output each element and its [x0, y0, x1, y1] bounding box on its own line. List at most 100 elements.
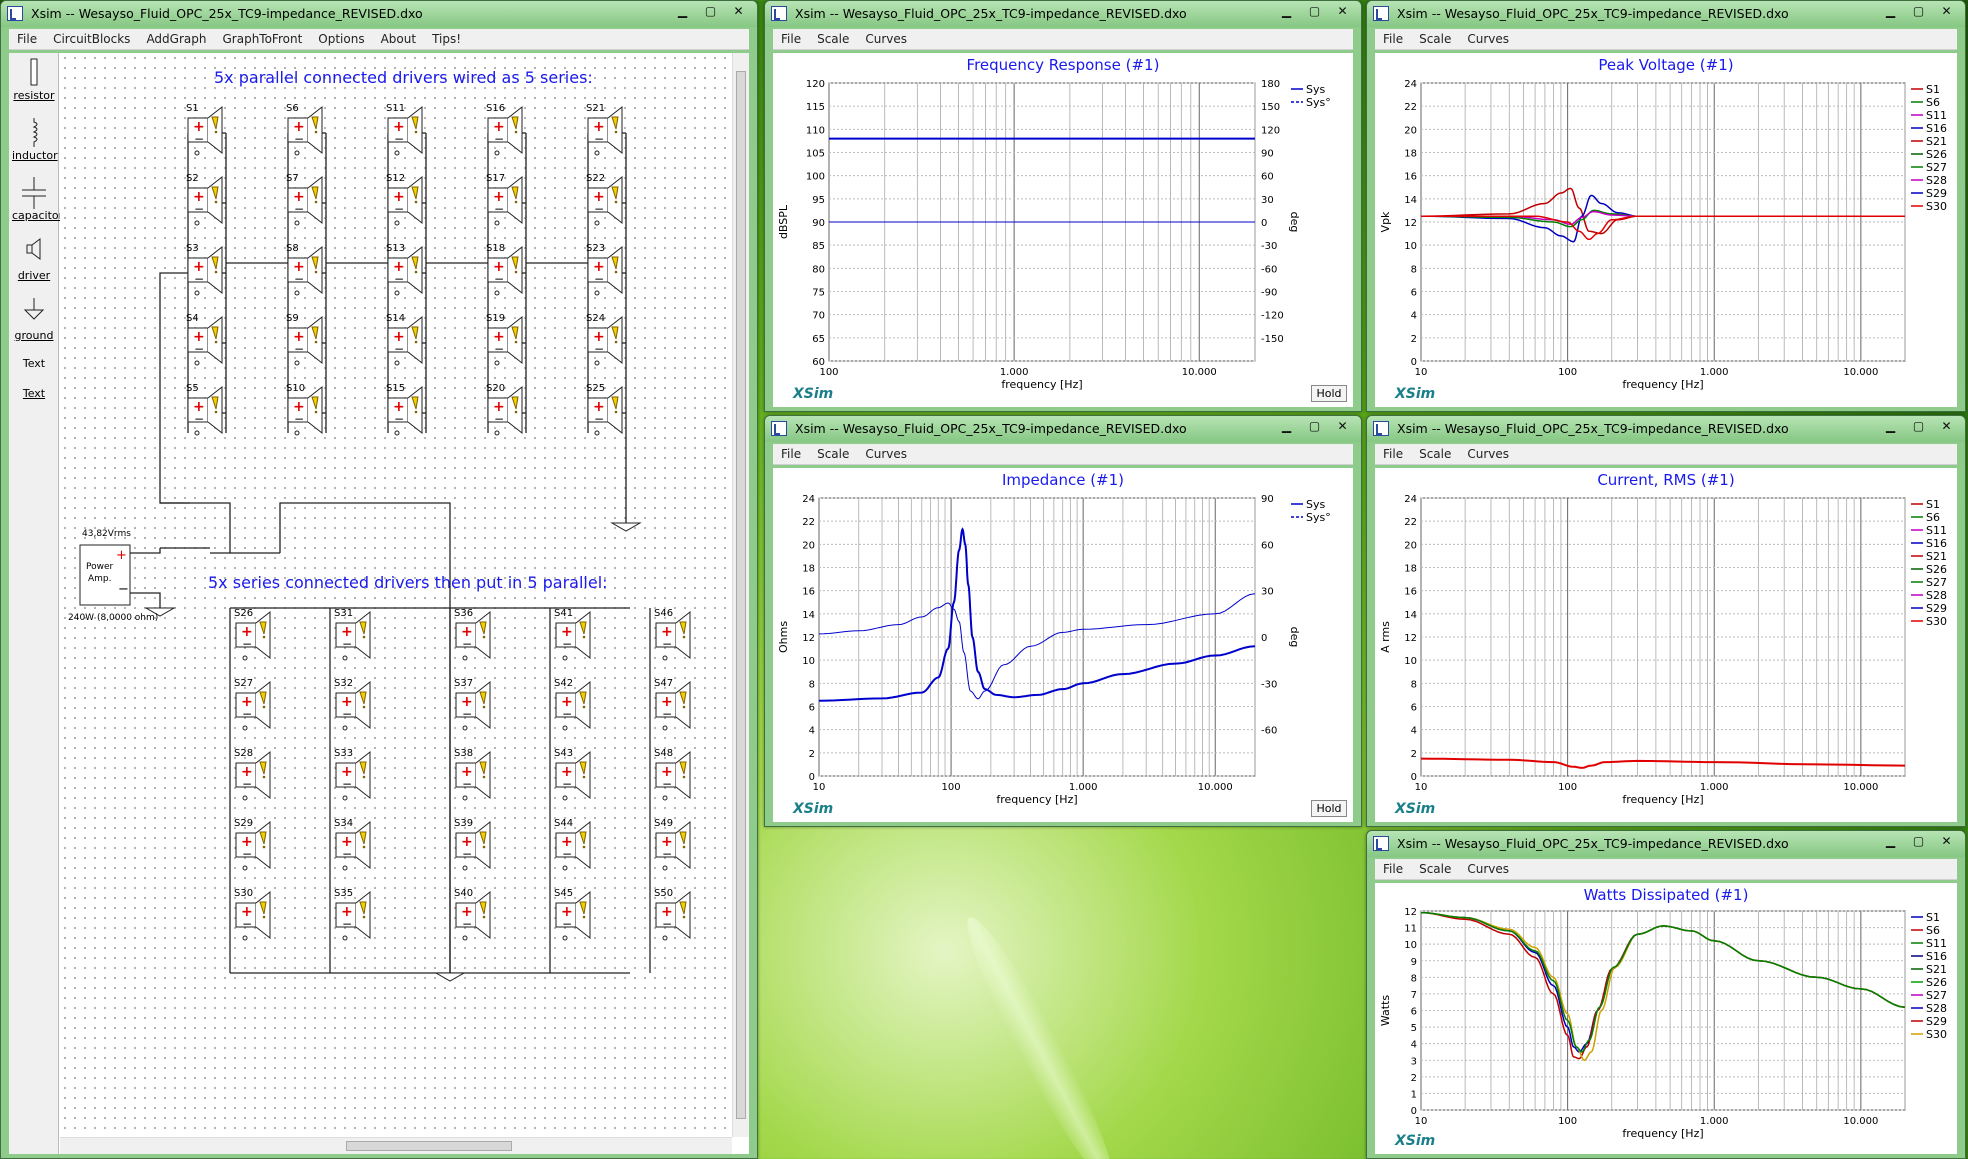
title-bar[interactable]: Xsim -- Wesayso_Fluid_OPC_25x_TC9-impeda… — [1367, 831, 1965, 857]
driver-s13[interactable]: S13 +− — [386, 243, 423, 296]
minimize-icon[interactable]: ▁ — [1885, 4, 1896, 18]
maximize-icon[interactable]: ▢ — [1912, 4, 1925, 18]
driver-s19[interactable]: S19 +− — [486, 313, 523, 366]
horizontal-scrollbar[interactable] — [60, 1137, 732, 1154]
driver-s35[interactable]: S35 +− — [334, 888, 371, 941]
driver-s41[interactable]: S41 +− — [554, 608, 591, 661]
hold-button[interactable]: Hold — [1311, 385, 1347, 402]
driver-s3[interactable]: S3 +− — [186, 243, 223, 296]
driver-s12[interactable]: S12 +− — [386, 173, 423, 226]
driver-s28[interactable]: S28 +− — [234, 748, 271, 801]
menu-file[interactable]: File — [1383, 32, 1404, 46]
minimize-icon[interactable]: ▁ — [1281, 419, 1292, 433]
palette-text-6[interactable]: Text — [12, 387, 56, 400]
driver-s18[interactable]: S18 +− — [486, 243, 523, 296]
driver-s38[interactable]: S38 +− — [454, 748, 491, 801]
driver-s45[interactable]: S45 +− — [554, 888, 591, 941]
driver-s5[interactable]: S5 +− — [186, 383, 223, 436]
driver-s16[interactable]: S16 +− — [486, 103, 523, 156]
driver-s33[interactable]: S33 +− — [334, 748, 371, 801]
palette-text-5[interactable]: Text — [12, 357, 56, 370]
driver-s31[interactable]: S31 +− — [334, 608, 371, 661]
driver-s36[interactable]: S36 +− — [454, 608, 491, 661]
menu-tips[interactable]: Tips! — [432, 32, 462, 46]
driver-s23[interactable]: S23 +− — [586, 243, 623, 296]
palette-driver-3[interactable]: driver — [12, 237, 56, 282]
driver-s17[interactable]: S17 +− — [486, 173, 523, 226]
menu-scale[interactable]: Scale — [1419, 447, 1452, 461]
driver-s20[interactable]: S20 +− — [486, 383, 523, 436]
maximize-icon[interactable]: ▢ — [1308, 419, 1321, 433]
driver-s49[interactable]: S49 +− — [654, 818, 691, 871]
driver-s9[interactable]: S9 +− — [286, 313, 323, 366]
driver-s24[interactable]: S24 +− — [586, 313, 623, 366]
driver-s11[interactable]: S11 +− — [386, 103, 423, 156]
scroll-thumb[interactable] — [736, 71, 746, 1119]
driver-s47[interactable]: S47 +− — [654, 678, 691, 731]
driver-s25[interactable]: S25 +− — [586, 383, 623, 436]
menu-addgraph[interactable]: AddGraph — [146, 32, 207, 46]
hold-button[interactable]: Hold — [1311, 800, 1347, 817]
hscroll-thumb[interactable] — [346, 1141, 512, 1151]
title-bar[interactable]: Xsim -- Wesayso_Fluid_OPC_25x_TC9-impeda… — [1, 1, 757, 27]
palette-capacitor-2[interactable]: capacitor — [12, 177, 63, 222]
menu-scale[interactable]: Scale — [1419, 32, 1452, 46]
close-icon[interactable]: ✕ — [1337, 419, 1348, 433]
vertical-scrollbar[interactable] — [732, 53, 749, 1137]
minimize-icon[interactable]: ▁ — [677, 4, 688, 18]
driver-s10[interactable]: S10 +− — [286, 383, 323, 436]
driver-s6[interactable]: S6 +− — [286, 103, 323, 156]
driver-s7[interactable]: S7 +− — [286, 173, 323, 226]
driver-s22[interactable]: S22 +− — [586, 173, 623, 226]
driver-s2[interactable]: S2 +− — [186, 173, 223, 226]
menu-graphtofront[interactable]: GraphToFront — [222, 32, 303, 46]
minimize-icon[interactable]: ▁ — [1281, 4, 1292, 18]
palette-resistor-0[interactable]: resistor — [12, 57, 56, 102]
driver-s30[interactable]: S30 +− — [234, 888, 271, 941]
driver-s21[interactable]: S21 +− — [586, 103, 623, 156]
title-bar[interactable]: Xsim -- Wesayso_Fluid_OPC_25x_TC9-impeda… — [1367, 1, 1965, 27]
close-icon[interactable]: ✕ — [1941, 834, 1952, 848]
menu-scale[interactable]: Scale — [1419, 862, 1452, 876]
watts-dissipated-window[interactable]: Xsim -- Wesayso_Fluid_OPC_25x_TC9-impeda… — [1366, 830, 1966, 1159]
driver-s43[interactable]: S43 +− — [554, 748, 591, 801]
driver-s44[interactable]: S44 +− — [554, 818, 591, 871]
driver-s39[interactable]: S39 +− — [454, 818, 491, 871]
minimize-icon[interactable]: ▁ — [1885, 834, 1896, 848]
menu-curves[interactable]: Curves — [1467, 447, 1510, 461]
menu-scale[interactable]: Scale — [817, 447, 850, 461]
close-icon[interactable]: ✕ — [733, 4, 744, 18]
driver-s8[interactable]: S8 +− — [286, 243, 323, 296]
maximize-icon[interactable]: ▢ — [1912, 419, 1925, 433]
menu-curves[interactable]: Curves — [865, 32, 908, 46]
minimize-icon[interactable]: ▁ — [1885, 419, 1896, 433]
menu-curves[interactable]: Curves — [865, 447, 908, 461]
title-bar[interactable]: Xsim -- Wesayso_Fluid_OPC_25x_TC9-impeda… — [765, 1, 1361, 27]
impedance-window[interactable]: Xsim -- Wesayso_Fluid_OPC_25x_TC9-impeda… — [764, 415, 1362, 827]
current-rms-window[interactable]: Xsim -- Wesayso_Fluid_OPC_25x_TC9-impeda… — [1366, 415, 1966, 827]
palette-inductor-1[interactable]: inductor — [12, 117, 58, 162]
driver-s14[interactable]: S14 +− — [386, 313, 423, 366]
schematic-canvas[interactable]: 5x parallel connected drivers wired as 5… — [60, 53, 732, 1137]
close-icon[interactable]: ✕ — [1941, 4, 1952, 18]
title-bar[interactable]: Xsim -- Wesayso_Fluid_OPC_25x_TC9-impeda… — [1367, 416, 1965, 442]
driver-s4[interactable]: S4 +− — [186, 313, 223, 366]
menu-curves[interactable]: Curves — [1467, 32, 1510, 46]
menu-file[interactable]: File — [1383, 447, 1404, 461]
maximize-icon[interactable]: ▢ — [1912, 834, 1925, 848]
menu-about[interactable]: About — [380, 32, 417, 46]
close-icon[interactable]: ✕ — [1941, 419, 1952, 433]
palette-ground-4[interactable]: ground — [12, 297, 56, 342]
maximize-icon[interactable]: ▢ — [704, 4, 717, 18]
title-bar[interactable]: Xsim -- Wesayso_Fluid_OPC_25x_TC9-impeda… — [765, 416, 1361, 442]
driver-s1[interactable]: S1 +− — [186, 103, 223, 156]
power-amp-block[interactable] — [79, 544, 131, 606]
frequency-response-window[interactable]: Xsim -- Wesayso_Fluid_OPC_25x_TC9-impeda… — [764, 0, 1362, 412]
driver-s37[interactable]: S37 +− — [454, 678, 491, 731]
driver-s42[interactable]: S42 +− — [554, 678, 591, 731]
peak-voltage-window[interactable]: Xsim -- Wesayso_Fluid_OPC_25x_TC9-impeda… — [1366, 0, 1966, 412]
menu-file[interactable]: File — [1383, 862, 1404, 876]
close-icon[interactable]: ✕ — [1337, 4, 1348, 18]
menu-curves[interactable]: Curves — [1467, 862, 1510, 876]
driver-s48[interactable]: S48 +− — [654, 748, 691, 801]
